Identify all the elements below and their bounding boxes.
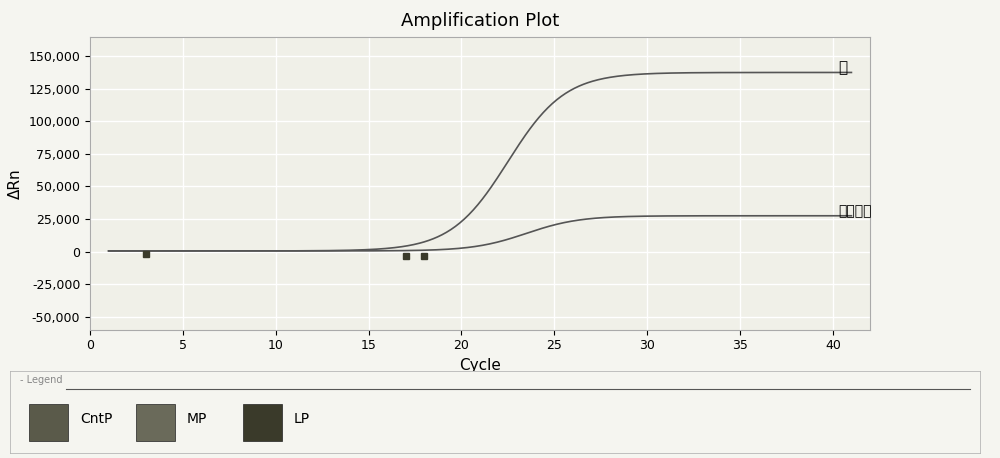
Y-axis label: ΔRn: ΔRn [8,168,23,198]
Text: LP: LP [293,412,309,426]
Text: - Legend: - Legend [20,375,62,385]
Text: CntP: CntP [80,412,112,426]
Bar [243,404,282,441]
Bar [29,404,68,441]
X-axis label: Cycle: Cycle [459,358,501,373]
Title: Amplification Plot: Amplification Plot [401,11,559,29]
Text: 内标质控: 内标质控 [838,204,872,218]
Bar [136,404,175,441]
Text: MP: MP [187,412,207,426]
Text: 马: 马 [838,60,848,75]
